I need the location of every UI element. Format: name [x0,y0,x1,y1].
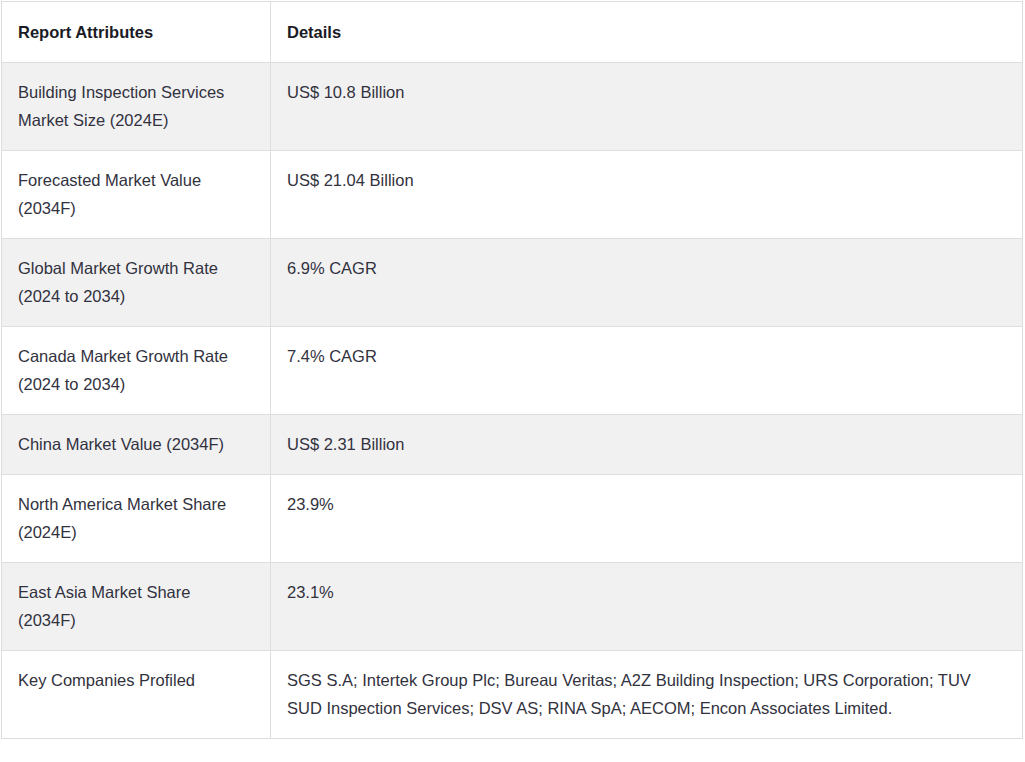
detail-cell: 7.4% CAGR [271,327,1023,415]
attribute-cell: Canada Market Growth Rate (2024 to 2034) [2,327,271,415]
page: Report Attributes Details Building Inspe… [0,0,1025,762]
table-row: Canada Market Growth Rate (2024 to 2034)… [2,327,1023,415]
report-attributes-table: Report Attributes Details Building Inspe… [1,1,1023,739]
attribute-cell: East Asia Market Share (2034F) [2,563,271,651]
detail-cell: US$ 21.04 Billion [271,151,1023,239]
detail-cell: US$ 2.31 Billion [271,415,1023,475]
attribute-cell: Key Companies Profiled [2,651,271,739]
attribute-cell: Forecasted Market Value (2034F) [2,151,271,239]
column-header-report-attributes: Report Attributes [2,2,271,63]
detail-cell: 6.9% CAGR [271,239,1023,327]
table-row: North America Market Share (2024E) 23.9% [2,475,1023,563]
attribute-cell: Global Market Growth Rate (2024 to 2034) [2,239,271,327]
table-row: Forecasted Market Value (2034F) US$ 21.0… [2,151,1023,239]
table-row: China Market Value (2034F) US$ 2.31 Bill… [2,415,1023,475]
table-row: Key Companies Profiled SGS S.A; Intertek… [2,651,1023,739]
table-row: East Asia Market Share (2034F) 23.1% [2,563,1023,651]
table-row: Building Inspection Services Market Size… [2,63,1023,151]
column-header-details: Details [271,2,1023,63]
attribute-cell: China Market Value (2034F) [2,415,271,475]
attribute-cell: Building Inspection Services Market Size… [2,63,271,151]
detail-cell: US$ 10.8 Billion [271,63,1023,151]
table-row: Global Market Growth Rate (2024 to 2034)… [2,239,1023,327]
attribute-cell: North America Market Share (2024E) [2,475,271,563]
detail-cell: SGS S.A; Intertek Group Plc; Bureau Veri… [271,651,1023,739]
detail-cell: 23.9% [271,475,1023,563]
header-row: Report Attributes Details [2,2,1023,63]
detail-cell: 23.1% [271,563,1023,651]
